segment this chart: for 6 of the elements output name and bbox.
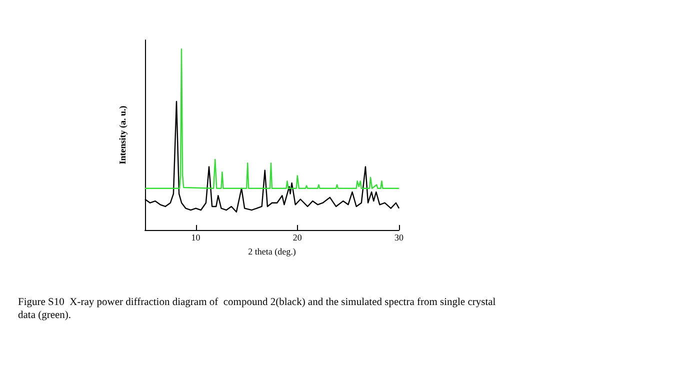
x-axis-title: 2 theta (deg.) xyxy=(248,246,296,256)
x-tick-label: 10 xyxy=(191,232,201,242)
caption: Figure S10 X-ray power diffraction diagram of compound 2(black) and the simulated spectra from single crystal data (green). xyxy=(18,297,498,321)
x-tick-label: 30 xyxy=(394,232,404,242)
y-axis-title: Intensity (a. u.) xyxy=(118,106,128,164)
x-tick-label: 20 xyxy=(292,232,302,242)
